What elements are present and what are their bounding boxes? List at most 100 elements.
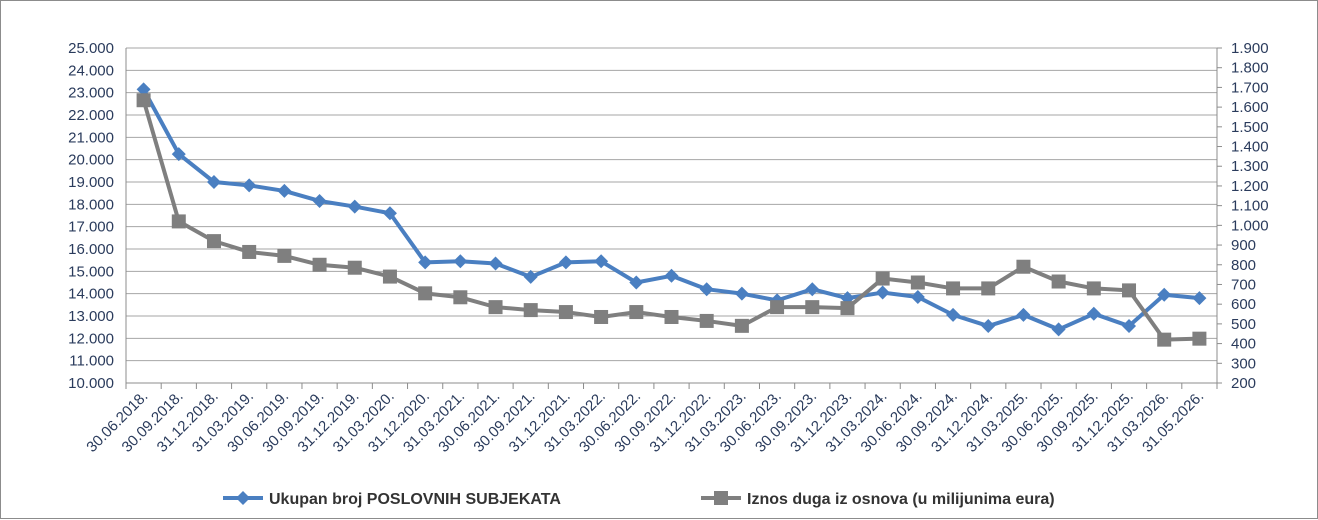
diamond-point — [910, 290, 925, 305]
diamond-point — [136, 82, 151, 97]
square-point — [805, 300, 820, 315]
y-left-tick-label: 16.000 — [68, 241, 114, 258]
legend-label: Ukupan broj POSLOVNIH SUBJEKATA — [269, 491, 561, 508]
diamond-point — [242, 178, 257, 193]
series-layer — [136, 82, 1207, 347]
y-left-tick-label: 18.000 — [68, 196, 114, 213]
square-point — [347, 260, 362, 275]
diamond-point — [1122, 319, 1137, 334]
square-point — [1192, 331, 1207, 346]
y-right-tick-label: 700 — [1231, 276, 1256, 293]
square-point — [840, 301, 855, 316]
legend: Ukupan broj POSLOVNIH SUBJEKATA Iznos dug… — [223, 491, 1055, 508]
diamond-point — [734, 286, 749, 301]
square-point — [206, 234, 221, 249]
square-point — [594, 309, 609, 324]
square-point — [1086, 281, 1101, 296]
y-left-tick-label: 13.000 — [68, 308, 114, 325]
square-point — [770, 300, 785, 315]
y-right-tick-label: 500 — [1231, 316, 1256, 333]
square-point — [734, 318, 749, 333]
square-point — [242, 244, 257, 259]
square-point — [629, 305, 644, 320]
square-point — [558, 305, 573, 320]
y-left-tick-label: 24.000 — [68, 62, 114, 79]
diamond-point — [875, 285, 890, 300]
square-point — [699, 313, 714, 328]
square-point — [488, 300, 503, 315]
diamond-point — [1157, 287, 1172, 302]
series-2 — [136, 93, 1207, 347]
diamond-point — [347, 199, 362, 214]
y-left-tick-label: 22.000 — [68, 107, 114, 124]
square-point — [312, 257, 327, 272]
diamond-point — [523, 269, 538, 284]
y-right-tick-label: 300 — [1231, 355, 1256, 372]
square-point — [277, 248, 292, 263]
legend-square-icon — [714, 491, 728, 505]
square-point — [453, 290, 468, 305]
y-left-tick-label: 17.000 — [68, 219, 114, 236]
diamond-point — [277, 183, 292, 198]
legend-item-2: Iznos duga iz osnova (u milijunima eura) — [701, 491, 1055, 508]
y-left-tick-label: 14.000 — [68, 286, 114, 303]
y-right-tick-label: 1.500 — [1231, 119, 1269, 136]
y-right-tick-label: 1.700 — [1231, 79, 1269, 96]
diamond-point — [206, 175, 221, 189]
diamond-point — [981, 319, 996, 334]
y-left-tick-label: 12.000 — [68, 330, 114, 347]
y-left-tick-label: 21.000 — [68, 129, 114, 146]
y-left-tick-label: 20.000 — [68, 152, 114, 169]
y-right-tick-label: 200 — [1231, 375, 1256, 392]
y-left-tick-label: 15.000 — [68, 263, 114, 280]
legend-diamond-icon — [236, 491, 250, 505]
y-right-tick-label: 1.200 — [1231, 178, 1269, 195]
y-left-tick-label: 23.000 — [68, 85, 114, 102]
square-point — [523, 303, 538, 318]
y-right-tick-label: 400 — [1231, 336, 1256, 353]
y-right-tick-label: 1.400 — [1231, 139, 1269, 156]
square-point — [946, 281, 961, 296]
y-right-tick-label: 1.300 — [1231, 158, 1269, 175]
y-right-tick-label: 600 — [1231, 296, 1256, 313]
square-point — [981, 281, 996, 296]
legend-label: Iznos duga iz osnova (u milijunima eura) — [747, 491, 1055, 508]
y-left-tick-label: 25.000 — [68, 40, 114, 57]
y-left-tick-label: 11.000 — [69, 353, 114, 370]
square-point — [136, 93, 151, 108]
y-right-tick-label: 1.600 — [1231, 99, 1269, 116]
diamond-point — [558, 255, 573, 270]
square-point — [1051, 274, 1066, 289]
square-point — [382, 269, 397, 284]
y-right-tick-label: 1.100 — [1231, 198, 1269, 215]
y-right-tick-label: 900 — [1231, 237, 1256, 254]
square-point — [171, 214, 186, 229]
diamond-point — [453, 254, 468, 269]
y-left-tick-label: 10.000 — [68, 375, 114, 392]
y-right-tick-label: 1.800 — [1231, 60, 1269, 77]
square-point — [875, 271, 890, 286]
diamond-point — [312, 193, 327, 208]
square-point — [664, 309, 679, 324]
diamond-point — [1051, 322, 1066, 337]
y-right-tick-label: 800 — [1231, 257, 1256, 274]
diamond-point — [699, 282, 714, 297]
diamond-point — [1016, 307, 1031, 322]
diamond-point — [805, 282, 820, 297]
diamond-point — [594, 254, 609, 269]
diamond-point — [1192, 291, 1207, 306]
square-point — [1122, 283, 1137, 298]
legend-item-1: Ukupan broj POSLOVNIH SUBJEKATA — [223, 491, 561, 508]
y-right-tick-label: 1.000 — [1231, 217, 1269, 234]
gridlines — [126, 47, 1217, 384]
square-point — [418, 286, 433, 301]
square-point — [910, 275, 925, 290]
square-point — [1157, 332, 1172, 347]
y-left-tick-label: 19.000 — [68, 174, 114, 191]
diamond-point — [946, 307, 961, 322]
diamond-point — [488, 256, 503, 271]
diamond-point — [664, 268, 679, 283]
diamond-point — [1086, 306, 1101, 321]
